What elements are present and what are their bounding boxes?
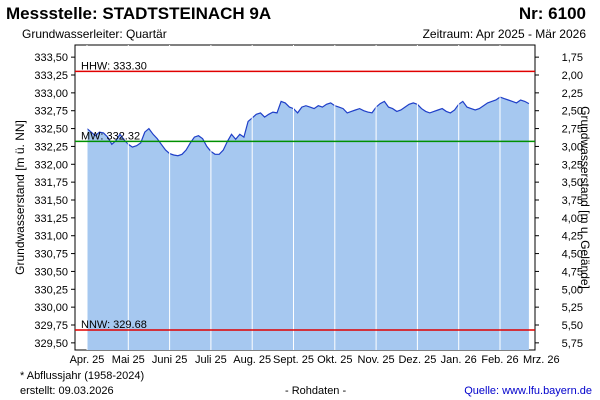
y-tick-label: 332,75: [34, 106, 68, 118]
y-tick-label: 331,00: [34, 231, 68, 243]
x-tick-label: Mrz. 26: [523, 354, 560, 366]
footnote-flow-year: * Abflussjahr (1958-2024): [20, 370, 145, 382]
y-tick-label: 329,75: [34, 320, 68, 332]
y-right-tick-label: 3,75: [562, 195, 583, 207]
y-tick-label: 332,25: [34, 141, 68, 153]
station-number: Nr: 6100: [518, 4, 586, 23]
y-right-tick-label: 5,75: [562, 338, 583, 350]
y-tick-label: 330,00: [34, 302, 68, 314]
y-tick-label: 331,75: [34, 177, 68, 189]
x-tick-label: Apr. 25: [70, 354, 105, 366]
aquifer-label: Grundwasserleiter: Quartär: [22, 27, 167, 41]
y-right-tick-label: 5,00: [562, 284, 583, 296]
y-right-tick-label: 5,25: [562, 302, 583, 314]
y-right-tick-label: 2,50: [562, 106, 583, 118]
y-tick-label: 329,50: [34, 338, 68, 350]
x-tick-label: Juli 25: [195, 354, 227, 366]
reference-label: MW: 332.32: [81, 130, 140, 142]
y-axis-title: Grundwasserstand [m ü. NN]: [13, 120, 27, 275]
source-link[interactable]: Quelle: www.lfu.bayern.de: [464, 385, 592, 397]
y-right-tick-label: 2,00: [562, 70, 583, 82]
x-tick-label: Okt. 25: [317, 354, 352, 366]
station-title: Messstelle: STADTSTEINACH 9A: [6, 4, 272, 23]
y-tick-label: 333,00: [34, 88, 68, 100]
x-tick-label: Mai 25: [112, 354, 145, 366]
y-right-tick-label: 1,75: [562, 52, 583, 64]
y-tick-label: 331,50: [34, 195, 68, 207]
x-tick-label: Sept. 25: [273, 354, 314, 366]
y-tick-label: 333,25: [34, 70, 68, 82]
y-right-tick-label: 2,25: [562, 88, 583, 100]
y-right-tick-label: 4,00: [562, 213, 583, 225]
x-tick-label: Nov. 25: [358, 354, 395, 366]
y-axis-right-title: Grundwasserstand [m u. Gelände]: [578, 106, 592, 289]
y-tick-label: 330,75: [34, 249, 68, 261]
y-right-tick-label: 4,25: [562, 231, 583, 243]
y-right-tick-label: 3,25: [562, 159, 583, 171]
y-right-tick-label: 3,00: [562, 141, 583, 153]
water-level-line: [86, 96, 530, 157]
y-tick-label: 331,25: [34, 213, 68, 225]
y-tick-label: 333,50: [34, 52, 68, 64]
y-tick-label: 330,50: [34, 266, 68, 278]
y-tick-label: 332,50: [34, 124, 68, 136]
reference-label: HHW: 333.30: [81, 60, 147, 72]
y-right-tick-label: 5,50: [562, 320, 583, 332]
rawdata-label: - Rohdaten -: [285, 385, 347, 397]
x-tick-label: Dez. 25: [398, 354, 436, 366]
y-tick-label: 330,25: [34, 284, 68, 296]
y-right-tick-label: 4,50: [562, 249, 583, 261]
x-tick-label: Feb. 26: [481, 354, 518, 366]
y-right-tick-label: 4,75: [562, 266, 583, 278]
period-label: Zeitraum: Apr 2025 - Mär 2026: [422, 27, 586, 41]
created-date: erstellt: 09.03.2026: [20, 385, 114, 397]
x-tick-label: Jan. 26: [441, 354, 477, 366]
reference-label: NNW: 329.68: [81, 319, 147, 331]
y-right-tick-label: 3,50: [562, 177, 583, 189]
y-tick-label: 332,00: [34, 159, 68, 171]
water-level-area: [87, 97, 529, 350]
y-right-tick-label: 2,75: [562, 124, 583, 136]
x-tick-label: Aug. 25: [233, 354, 271, 366]
x-tick-label: Juni 25: [152, 354, 187, 366]
